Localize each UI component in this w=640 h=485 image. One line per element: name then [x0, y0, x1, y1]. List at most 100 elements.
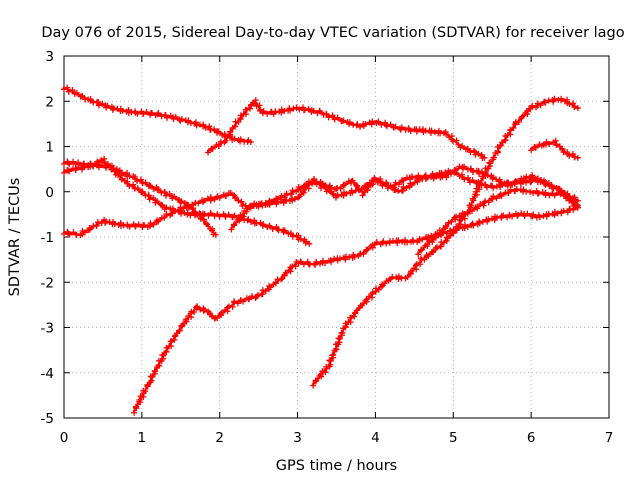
- data-point: [475, 152, 478, 155]
- data-point: [202, 308, 206, 311]
- data-point: [362, 192, 365, 196]
- data-point: [230, 192, 233, 196]
- data-point: [417, 251, 420, 255]
- data-point: [140, 190, 144, 193]
- y-tick-label: -3: [41, 321, 54, 337]
- data-point: [564, 152, 568, 155]
- data-point: [374, 242, 377, 245]
- data-point: [506, 183, 509, 187]
- data-point: [420, 129, 424, 132]
- data-point: [529, 106, 533, 110]
- data-point: [374, 290, 377, 293]
- data-point: [529, 174, 533, 178]
- x-tick-label: 4: [371, 430, 380, 446]
- data-point: [187, 213, 190, 216]
- data-point: [273, 201, 276, 205]
- data-point: [164, 206, 167, 209]
- data-point: [101, 219, 105, 223]
- data-point: [296, 235, 299, 239]
- data-point: [261, 111, 264, 114]
- series-arc-d: [61, 155, 313, 247]
- data-point: [62, 161, 66, 164]
- data-series: [61, 84, 581, 416]
- series-arc-b: [205, 97, 488, 162]
- data-point: [576, 106, 580, 110]
- data-point: [374, 120, 377, 123]
- data-point: [358, 253, 362, 257]
- series-markers: [310, 95, 581, 389]
- data-point: [498, 215, 502, 218]
- series-arc-e: [61, 167, 581, 239]
- data-point: [234, 301, 237, 304]
- data-point: [296, 106, 299, 110]
- data-point: [514, 188, 517, 191]
- data-point: [389, 240, 393, 243]
- data-point: [156, 188, 159, 191]
- grid: [64, 56, 609, 418]
- y-tick-label: -1: [41, 230, 54, 246]
- x-tick-label: 0: [60, 430, 69, 446]
- data-point: [62, 170, 66, 173]
- data-point: [467, 179, 471, 182]
- data-point: [576, 206, 580, 209]
- data-point: [397, 127, 400, 130]
- data-point: [195, 305, 198, 309]
- data-point: [280, 229, 284, 232]
- data-point: [498, 145, 502, 148]
- series-arc-j: [528, 137, 581, 161]
- data-point: [265, 224, 268, 227]
- data-point: [343, 120, 346, 123]
- data-point: [491, 197, 494, 200]
- data-point: [179, 199, 182, 202]
- data-point: [86, 165, 89, 169]
- data-point: [335, 195, 338, 198]
- data-point: [171, 210, 175, 214]
- x-tick-label: 7: [605, 430, 614, 446]
- data-point: [452, 231, 455, 234]
- data-point: [311, 382, 315, 386]
- data-point: [483, 172, 486, 175]
- y-tick-label: -2: [41, 275, 54, 291]
- data-point: [132, 111, 136, 114]
- y-tick-label: -4: [41, 366, 54, 382]
- data-point: [210, 213, 214, 216]
- data-point: [218, 131, 221, 135]
- data-point: [86, 97, 89, 101]
- data-point: [459, 165, 463, 169]
- data-point: [483, 156, 486, 160]
- data-point: [576, 156, 580, 160]
- data-point: [561, 97, 564, 101]
- data-point: [405, 176, 408, 180]
- data-point: [436, 233, 439, 236]
- data-point: [206, 224, 210, 227]
- data-point: [545, 192, 548, 196]
- x-axis-label: GPS time / hours: [276, 458, 397, 474]
- data-point: [257, 294, 260, 298]
- data-point: [296, 260, 299, 264]
- data-point: [327, 364, 330, 368]
- x-tick-label: 3: [293, 430, 302, 446]
- data-point: [109, 106, 112, 110]
- data-point: [78, 233, 81, 236]
- data-point: [222, 140, 225, 144]
- data-point: [420, 176, 424, 180]
- data-point: [230, 226, 233, 230]
- data-point: [436, 247, 439, 250]
- data-point: [308, 242, 311, 245]
- data-point: [529, 147, 533, 150]
- y-tick-label: 3: [45, 49, 54, 65]
- series-markers: [228, 163, 581, 233]
- data-point: [358, 305, 362, 309]
- data-point: [319, 111, 323, 114]
- data-point: [249, 140, 253, 144]
- data-point: [156, 112, 159, 116]
- data-point: [553, 140, 556, 144]
- data-point: [125, 224, 128, 227]
- data-point: [214, 233, 218, 236]
- data-point: [350, 179, 354, 182]
- y-axis-label: SDTVAR / TECUs: [7, 178, 23, 297]
- data-point: [420, 258, 424, 261]
- data-point: [249, 204, 253, 207]
